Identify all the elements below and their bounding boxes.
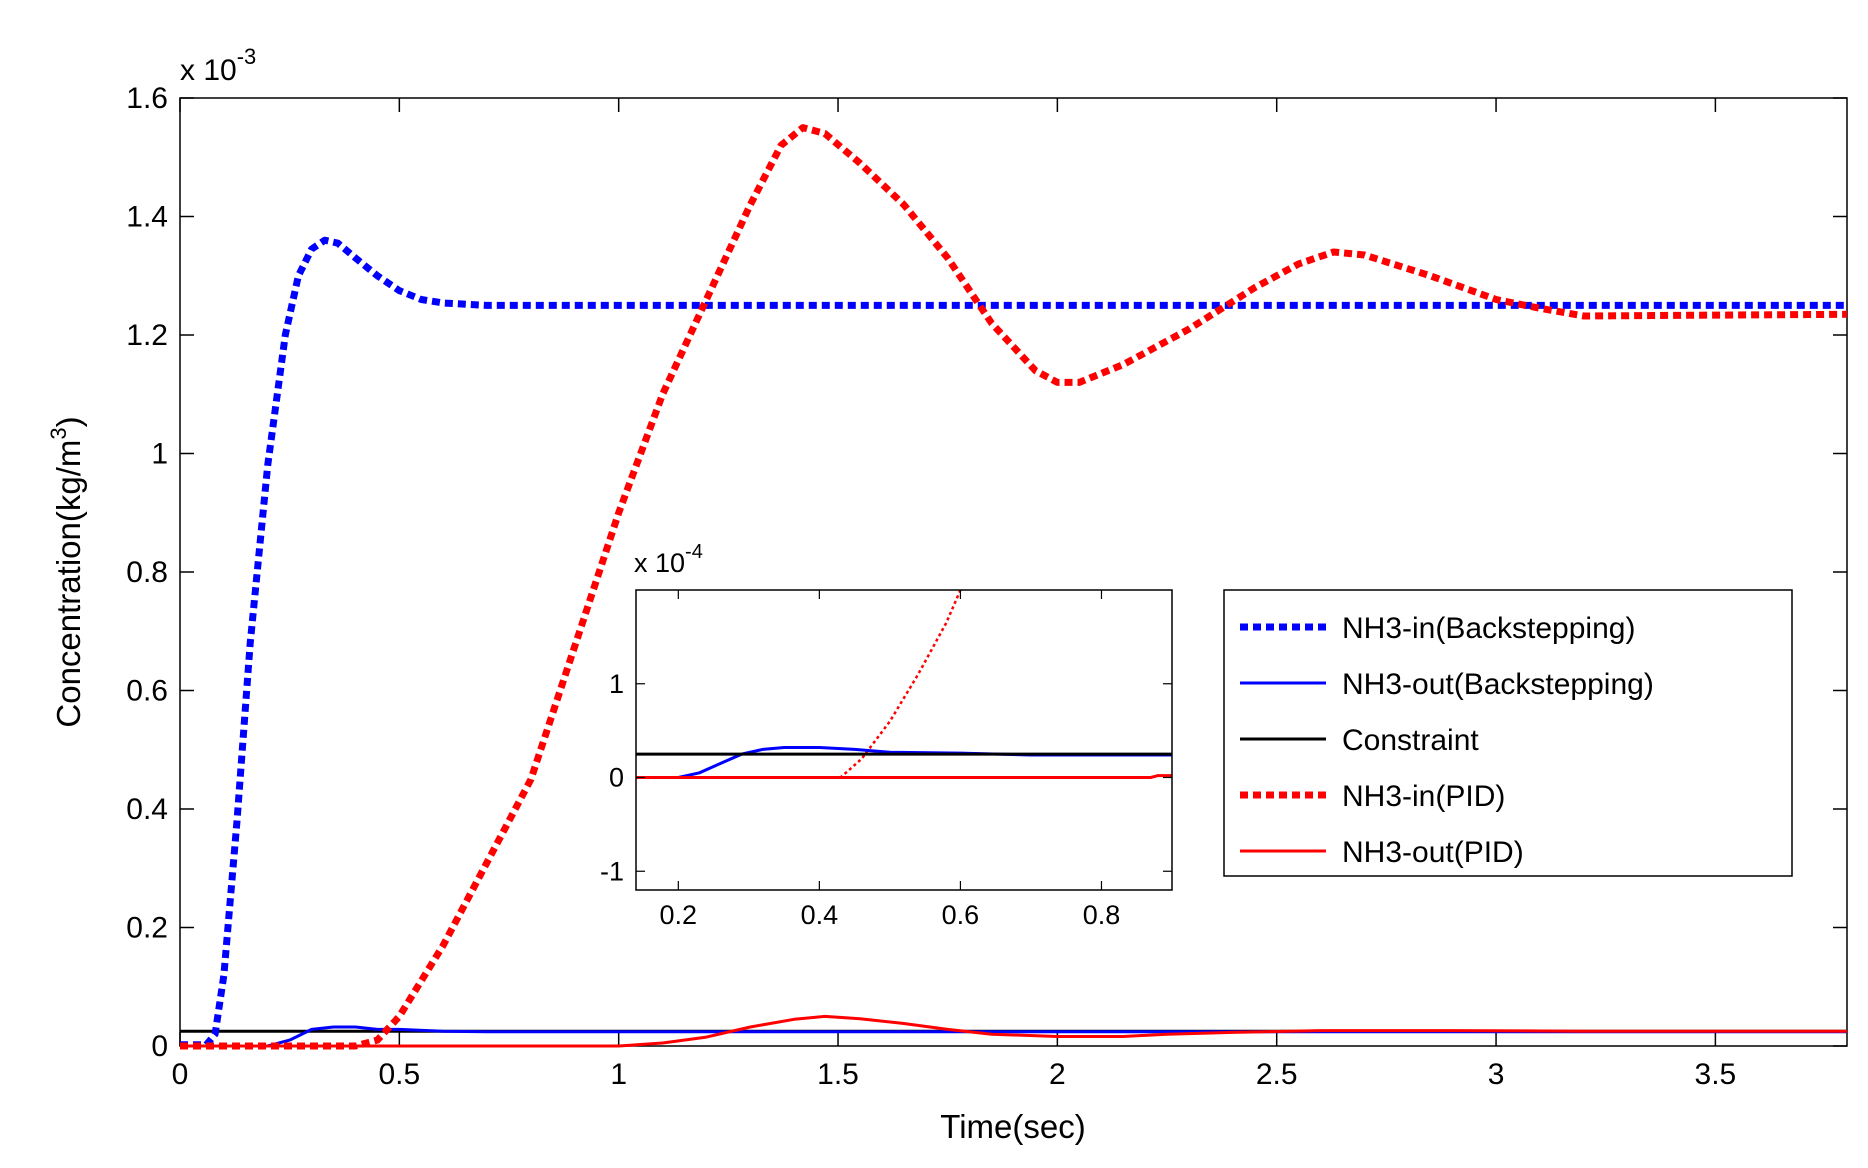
- y-axis-label-superscript: 3: [46, 427, 71, 439]
- inset-ticks: 0.2 0.4 0.6 0.8 -1 0 1: [600, 590, 1172, 930]
- y-tick-label: 0: [151, 1030, 168, 1063]
- legend-box: [1223, 589, 1793, 877]
- legend-label: NH3-in(PID): [1342, 780, 1505, 813]
- inset-y-tick-label: -1: [600, 856, 624, 886]
- legend-label: NH3-in(Backstepping): [1342, 612, 1635, 645]
- inset-x-tick-label: 0.8: [1083, 900, 1121, 930]
- x-tick-label: 3.5: [1695, 1058, 1737, 1091]
- inset-y-tick-label: 1: [609, 669, 624, 699]
- main-series: [180, 124, 1848, 1050]
- inset-y-exponent-label: x 10-4: [634, 541, 703, 578]
- inset-x-tick-label: 0.6: [942, 900, 980, 930]
- x-tick-label: 0.5: [378, 1058, 420, 1091]
- inset-x-tick-label: 0.2: [660, 900, 698, 930]
- y-tick-label: 1.2: [126, 319, 168, 352]
- y-exponent-label: x 10-3: [180, 44, 256, 87]
- inset-background: [636, 590, 1172, 890]
- inset-frame: [635, 589, 1173, 891]
- inset-y-exponent-prefix: x 10: [634, 548, 685, 578]
- inset-series: [636, 590, 1172, 779]
- y-axis-label: Concentration(kg/m3): [46, 416, 87, 727]
- y-tick-label: 0.8: [126, 556, 168, 589]
- x-tick-label: 1: [610, 1058, 627, 1091]
- y-exponent-prefix: x 10: [180, 54, 237, 87]
- y-exponent-value: -3: [237, 44, 257, 69]
- y-tick-label: 1.4: [126, 201, 168, 234]
- y-tick-label: 0.4: [126, 793, 168, 826]
- series-line-nh3-out-pid-: [180, 1014, 1847, 1048]
- series-line-nh3-in-backstepping-: [180, 236, 1847, 1049]
- x-tick-label: 2: [1049, 1058, 1066, 1091]
- x-tick-label: 3: [1488, 1058, 1505, 1091]
- inset-plot: 0.2 0.4 0.6 0.8 -1 0 1 x 10-4: [600, 541, 1173, 930]
- y-axis-label-suffix: ): [50, 416, 87, 427]
- y-tick-label: 0.2: [126, 912, 168, 945]
- inset-series-line-nh3-out-pid-: [636, 774, 1172, 779]
- x-tick-label: 2.5: [1256, 1058, 1298, 1091]
- legend: NH3-in(Backstepping) NH3-out(Backstepping…: [1223, 589, 1793, 877]
- legend-label: NH3-out(PID): [1342, 836, 1524, 869]
- main-ticks: 0 0.5 1 1.5 2 2.5 3 3.5 0 0.2 0.4 0.6 0.8 1 1.2 1.4 1.6: [126, 82, 1847, 1091]
- series-line-nh3-out-backstepping-: [180, 1025, 1847, 1048]
- inset-x-tick-label: 0.4: [801, 900, 839, 930]
- x-axis-label: Time(sec): [940, 1108, 1085, 1145]
- x-tick-label: 1.5: [817, 1058, 859, 1091]
- y-axis-label-main: Concentration(kg/m: [50, 440, 87, 728]
- legend-items: NH3-in(Backstepping) NH3-out(Backstepping…: [1240, 612, 1654, 869]
- series-line-nh3-in-pid-: [180, 124, 1848, 1050]
- legend-label: NH3-out(Backstepping): [1342, 668, 1654, 701]
- y-tick-label: 1: [151, 438, 168, 471]
- legend-label: Constraint: [1342, 724, 1479, 757]
- x-tick-label: 0: [172, 1058, 189, 1091]
- y-tick-label: 0.6: [126, 675, 168, 708]
- inset-y-tick-label: 0: [609, 763, 624, 793]
- inset-y-exponent-value: -4: [685, 541, 703, 563]
- y-tick-label: 1.6: [126, 82, 168, 115]
